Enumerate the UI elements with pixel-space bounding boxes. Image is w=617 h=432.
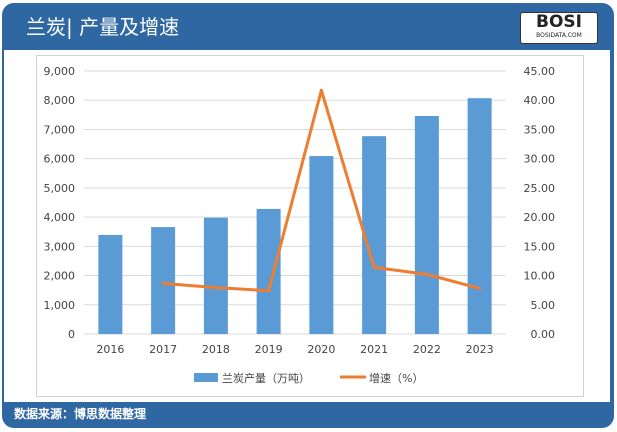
data-source: 数据来源：博思数据整理	[14, 407, 147, 421]
y-right-tick-label: 45.00	[524, 65, 556, 78]
y-left-tick-label: 9,000	[44, 65, 76, 78]
page-title: 兰炭| 产量及增速	[26, 15, 180, 39]
logo-text: BOSI	[536, 12, 582, 32]
growth-point	[425, 272, 429, 276]
y-left-tick-label: 7,000	[44, 123, 76, 136]
bar	[309, 156, 334, 334]
bar	[467, 98, 492, 334]
growth-point	[372, 265, 376, 269]
x-tick-label: 2017	[149, 343, 177, 356]
logo-subtext: BOSIDATA.COM	[536, 32, 582, 39]
growth-point	[319, 88, 323, 92]
legend-bar-label: 兰炭产量（万吨）	[222, 371, 310, 385]
growth-point	[478, 286, 482, 290]
growth-point	[161, 281, 165, 285]
x-tick-label: 2018	[202, 343, 230, 356]
growth-point	[214, 286, 218, 290]
growth-point	[267, 289, 271, 293]
bar	[151, 227, 176, 334]
y-left-tick-label: 4,000	[44, 211, 76, 224]
y-left-tick-label: 0	[68, 328, 75, 341]
x-tick-label: 2021	[360, 343, 388, 356]
y-left-tick-label: 3,000	[44, 240, 76, 253]
y-right-tick-label: 5.00	[531, 299, 556, 312]
y-right-tick-label: 25.00	[524, 182, 556, 195]
bar	[256, 208, 281, 334]
bar	[203, 217, 228, 334]
x-tick-label: 2022	[413, 343, 441, 356]
bar	[98, 234, 123, 334]
x-tick-label: 2020	[307, 343, 335, 356]
y-left-tick-label: 6,000	[44, 153, 76, 166]
y-right-tick-label: 40.00	[524, 94, 556, 107]
bosi-logo: BOSI BOSIDATA.COM	[520, 12, 598, 44]
y-right-tick-label: 30.00	[524, 153, 556, 166]
y-right-tick-label: 0.00	[531, 328, 556, 341]
y-right-tick-label: 15.00	[524, 240, 556, 253]
x-tick-label: 2019	[255, 343, 283, 356]
y-right-tick-label: 10.00	[524, 270, 556, 283]
x-tick-label: 2023	[466, 343, 494, 356]
legend-bar-swatch	[194, 373, 218, 382]
y-left-tick-label: 2,000	[44, 270, 76, 283]
legend-line-label: 增速（%）	[369, 371, 423, 385]
bar	[362, 136, 387, 334]
y-right-tick-label: 20.00	[524, 211, 556, 224]
x-tick-label: 2016	[96, 343, 124, 356]
y-left-tick-label: 8,000	[44, 94, 76, 107]
y-left-tick-label: 5,000	[44, 182, 76, 195]
bar	[414, 116, 439, 334]
y-right-tick-label: 35.00	[524, 123, 556, 136]
y-left-tick-label: 1,000	[44, 299, 76, 312]
